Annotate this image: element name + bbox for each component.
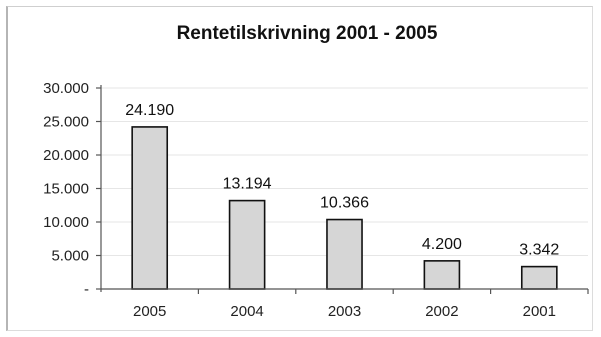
bar-2002: [423, 260, 461, 290]
x-tick-label: 2003: [328, 303, 361, 320]
x-tick-label: 2002: [425, 303, 458, 320]
bar-2001: [520, 265, 558, 290]
x-tick-label: 2004: [230, 303, 263, 320]
x-axis-ticks: 2005 2004 2003 2002 2001: [133, 289, 589, 320]
y-tick-label: -: [84, 281, 89, 298]
data-label-2002: 4.200: [422, 236, 462, 253]
y-tick-label: 5.000: [51, 248, 89, 265]
x-tick-label: 2005: [133, 303, 166, 320]
chart-title: Rentetilskrivning 2001 - 2005: [177, 23, 438, 44]
data-labels: 24.190 13.194 10.366 4.200 3.342: [125, 102, 559, 259]
x-tick-label: 2001: [523, 303, 556, 320]
data-label-2001: 3.342: [519, 242, 559, 259]
chart-frame: [6, 6, 593, 331]
y-tick-label: 15.000: [43, 181, 89, 198]
y-tick-label: 10.000: [43, 214, 89, 231]
data-label-2003: 10.366: [320, 195, 369, 212]
bar-2005: [131, 126, 169, 290]
y-tick-label: 20.000: [43, 147, 89, 164]
bar-2004: [228, 199, 266, 290]
y-tick-label: 30.000: [43, 80, 89, 97]
bars: [131, 126, 558, 290]
data-label-2005: 24.190: [125, 102, 174, 119]
bar-2003: [326, 218, 363, 290]
data-label-2004: 13.194: [223, 176, 272, 193]
y-tick-label: 25.000: [43, 114, 89, 131]
y-axis-ticks: 30.000 25.000 20.000 15.000 10.000 5.000 -: [43, 80, 101, 298]
